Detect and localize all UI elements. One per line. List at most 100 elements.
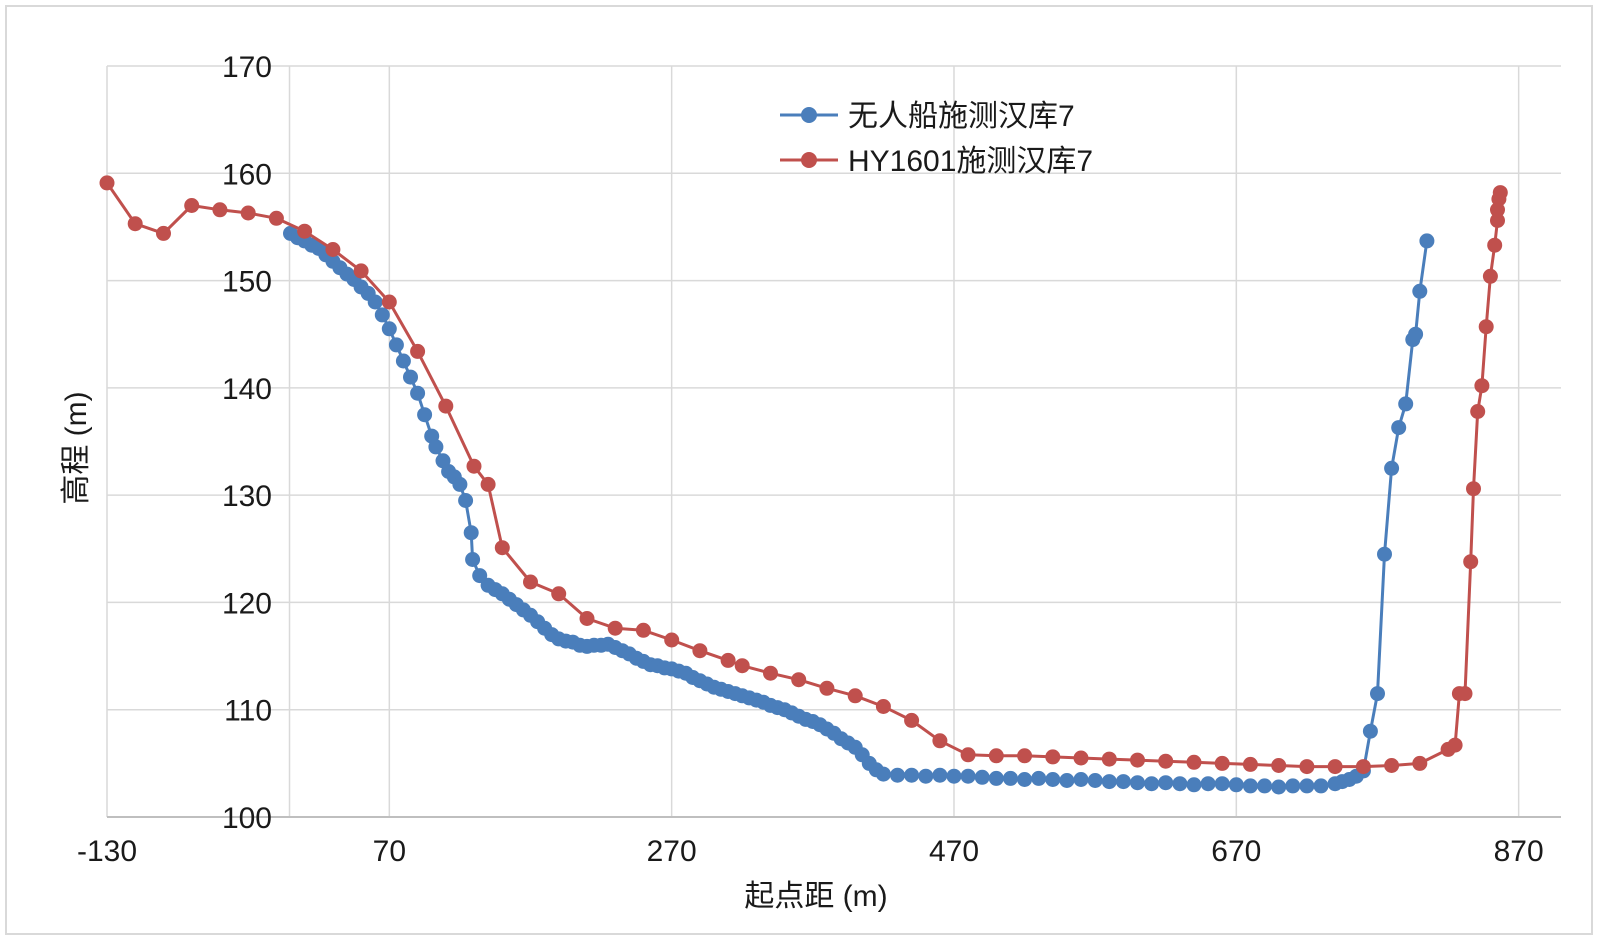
ticks: 100 110 120 130 140 150 160 170 -130 70 270 470 670 8… bbox=[77, 51, 1544, 868]
x-axis-title: 起点距 (m) bbox=[744, 880, 887, 913]
y-tick-label-0: 100 bbox=[222, 802, 272, 835]
data-point-s1-15 bbox=[388, 337, 404, 353]
series-line-1 bbox=[289, 232, 1429, 789]
data-point-s2-21 bbox=[664, 632, 680, 648]
data-point-s2-48 bbox=[1412, 755, 1428, 771]
data-point-s2-33 bbox=[988, 748, 1004, 764]
data-point-s2-39 bbox=[1158, 753, 1174, 769]
series-2 bbox=[99, 175, 1508, 775]
data-point-s2-22 bbox=[692, 643, 708, 659]
data-point-s2-38 bbox=[1130, 752, 1145, 768]
data-point-s1-116 bbox=[1299, 778, 1315, 794]
data-point-s1-28 bbox=[465, 552, 481, 567]
data-point-s2-16 bbox=[523, 574, 538, 590]
data-point-s1-29 bbox=[472, 568, 488, 584]
data-point-s2-32 bbox=[960, 747, 976, 763]
data-point-s2-52 bbox=[1457, 686, 1473, 702]
data-point-s2-1 bbox=[127, 216, 143, 232]
data-point-s2-43 bbox=[1271, 758, 1287, 773]
data-point-s2-44 bbox=[1299, 759, 1315, 775]
data-point-s2-29 bbox=[875, 699, 891, 714]
data-point-s1-107 bbox=[1172, 776, 1188, 792]
data-point-s1-103 bbox=[1115, 774, 1131, 790]
data-point-s2-10 bbox=[381, 294, 397, 310]
data-point-s1-132 bbox=[1419, 233, 1435, 249]
data-point-s1-114 bbox=[1271, 779, 1287, 795]
data-point-s1-21 bbox=[428, 439, 444, 455]
data-point-s1-26 bbox=[458, 493, 474, 508]
data-point-s2-41 bbox=[1214, 755, 1230, 771]
data-point-s1-104 bbox=[1130, 775, 1145, 791]
data-point-s2-12 bbox=[438, 398, 454, 414]
y-tick-label-7: 170 bbox=[222, 51, 272, 84]
data-point-s2-24 bbox=[734, 658, 750, 674]
data-point-s1-13 bbox=[374, 307, 390, 323]
x-tick-label-3: 470 bbox=[929, 835, 979, 868]
y-axis-title: 高程 (m) bbox=[60, 391, 93, 504]
data-point-s2-18 bbox=[579, 611, 595, 626]
legend: 无人船施测汉库7 HY1601施测汉库7 bbox=[780, 100, 1093, 178]
data-point-s1-89 bbox=[918, 768, 934, 784]
data-point-s2-36 bbox=[1073, 750, 1089, 766]
data-point-s2-54 bbox=[1466, 481, 1481, 497]
y-tick-label-1: 110 bbox=[224, 695, 272, 728]
legend-label-2: HY1601施测汉库7 bbox=[848, 145, 1093, 178]
data-point-s1-93 bbox=[974, 769, 990, 785]
data-point-s1-117 bbox=[1313, 778, 1329, 794]
data-point-s1-99 bbox=[1059, 773, 1075, 788]
data-point-s2-30 bbox=[904, 712, 920, 728]
data-point-s1-126 bbox=[1384, 460, 1400, 476]
grid bbox=[106, 65, 1561, 818]
legend-swatch-marker-2 bbox=[801, 152, 817, 168]
data-point-s1-101 bbox=[1087, 773, 1103, 788]
data-point-s2-57 bbox=[1478, 319, 1494, 335]
data-point-s2-47 bbox=[1384, 758, 1400, 773]
data-point-s1-96 bbox=[1017, 772, 1033, 787]
data-point-s2-7 bbox=[297, 223, 313, 239]
data-point-s2-27 bbox=[819, 680, 835, 696]
data-point-s1-25 bbox=[452, 476, 468, 492]
y-tick-label-5: 150 bbox=[222, 266, 272, 299]
data-point-s1-131 bbox=[1412, 283, 1428, 299]
data-point-s1-14 bbox=[381, 321, 397, 337]
data-point-s2-50 bbox=[1447, 737, 1463, 753]
data-point-s1-12 bbox=[367, 294, 383, 310]
data-point-s1-91 bbox=[946, 768, 962, 784]
y-tick-label-6: 160 bbox=[222, 158, 272, 191]
series-1 bbox=[283, 225, 1435, 795]
data-point-s2-23 bbox=[720, 652, 736, 668]
data-point-s2-58 bbox=[1482, 268, 1498, 284]
legend-label-1: 无人船施测汉库7 bbox=[848, 100, 1075, 133]
data-point-s1-88 bbox=[904, 767, 920, 783]
data-point-s2-14 bbox=[480, 476, 496, 492]
data-point-s2-5 bbox=[240, 205, 256, 221]
x-tick-label-0: -130 bbox=[77, 835, 137, 868]
data-point-s1-102 bbox=[1101, 774, 1117, 790]
data-point-s2-3 bbox=[184, 198, 200, 213]
data-point-s2-40 bbox=[1186, 754, 1202, 770]
data-point-s2-28 bbox=[847, 688, 863, 704]
x-tick-label-1: 70 bbox=[373, 835, 406, 868]
data-point-s2-4 bbox=[212, 202, 228, 218]
data-point-s1-16 bbox=[395, 353, 411, 369]
data-point-s2-46 bbox=[1355, 759, 1371, 775]
data-point-s2-45 bbox=[1327, 759, 1343, 775]
data-point-s1-125 bbox=[1377, 546, 1392, 562]
data-point-s1-92 bbox=[960, 768, 976, 784]
data-point-s1-87 bbox=[890, 767, 905, 783]
data-point-s2-19 bbox=[607, 620, 623, 636]
data-point-s2-35 bbox=[1045, 749, 1061, 765]
data-point-s2-56 bbox=[1474, 378, 1490, 394]
data-point-s1-106 bbox=[1158, 775, 1174, 791]
data-point-s2-9 bbox=[353, 263, 369, 279]
data-point-s1-19 bbox=[417, 407, 433, 423]
data-point-s1-112 bbox=[1242, 778, 1258, 794]
x-tick-label-5: 870 bbox=[1494, 835, 1544, 868]
data-point-s1-110 bbox=[1214, 776, 1230, 792]
data-point-s2-59 bbox=[1487, 237, 1503, 253]
data-point-s1-95 bbox=[1003, 770, 1018, 786]
data-point-s1-105 bbox=[1144, 776, 1160, 792]
series-layer bbox=[99, 175, 1508, 795]
data-point-s1-27 bbox=[463, 525, 479, 541]
